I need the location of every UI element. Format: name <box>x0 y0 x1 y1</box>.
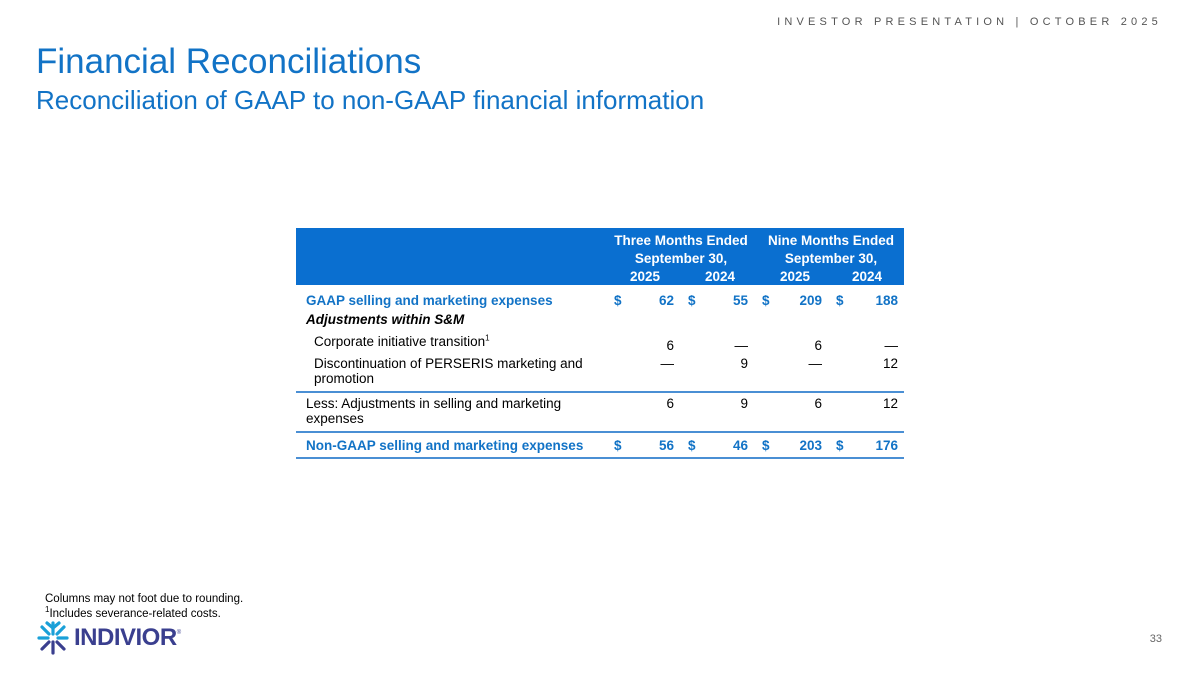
cell-value: 62 <box>658 293 674 308</box>
dollar-sign: $ <box>614 438 622 453</box>
indivior-logo: INDIVIOR ® <box>36 620 181 656</box>
table-row-perseris: Discontinuation of PERSERIS marketing an… <box>296 356 904 391</box>
table-row-gaap: GAAP selling and marketing expenses $62 … <box>296 293 904 312</box>
year-header: 2024 <box>851 269 883 284</box>
page-title: Financial Reconciliations <box>36 42 422 81</box>
cell-value: 9 <box>740 356 748 371</box>
dollar-sign: $ <box>762 293 770 308</box>
row-label: GAAP selling and marketing expenses <box>306 293 553 308</box>
cell-value: 176 <box>875 438 898 453</box>
row-label: Adjustments within S&M <box>306 312 465 327</box>
dollar-sign: $ <box>836 293 844 308</box>
cell-value: 6 <box>666 338 674 353</box>
group-line: Nine Months Ended <box>768 233 894 248</box>
year-header: 2025 <box>779 269 811 284</box>
cell-value: — <box>660 356 675 371</box>
table-header: Three Months Ended September 30, Nine Mo… <box>296 228 904 285</box>
cell-value: 46 <box>732 438 748 453</box>
label-text: Corporate initiative transition <box>314 334 486 349</box>
row-label: Less: Adjustments in selling and marketi… <box>306 396 562 426</box>
row-label: Discontinuation of PERSERIS marketing an… <box>314 356 583 386</box>
three-months-header: Three Months Ended September 30, <box>606 232 756 268</box>
page-number: 33 <box>1149 633 1162 645</box>
footnote-ref: 1 <box>485 333 490 343</box>
cell-value: 209 <box>799 293 822 308</box>
cell-value: — <box>884 338 899 353</box>
logo-wordmark: INDIVIOR <box>74 624 177 651</box>
cell-value: 56 <box>658 438 674 453</box>
dollar-sign: $ <box>836 438 844 453</box>
dollar-sign: $ <box>762 438 770 453</box>
cell-value: 12 <box>882 356 898 371</box>
dollar-sign: $ <box>688 293 696 308</box>
cell-value: — <box>734 338 749 353</box>
footnotes: Columns may not foot due to rounding. 1I… <box>45 592 243 622</box>
cell-value: 203 <box>799 438 822 453</box>
group-line: September 30, <box>784 251 878 266</box>
cell-value: 55 <box>732 293 748 308</box>
reconciliation-table: Three Months Ended September 30, Nine Mo… <box>296 228 904 459</box>
dollar-sign: $ <box>614 293 622 308</box>
nine-months-header: Nine Months Ended September 30, <box>756 232 906 268</box>
cell-value: 6 <box>814 396 822 411</box>
footnote-rounding: Columns may not foot due to rounding. <box>45 593 244 605</box>
footnote-text: Includes severance-related costs. <box>49 608 221 620</box>
table-row-corporate: Corporate initiative transition1 6 — 6 — <box>296 332 904 356</box>
snowflake-logo-icon <box>37 621 69 655</box>
dollar-sign: $ <box>688 438 696 453</box>
year-header: 2025 <box>629 269 661 284</box>
table-row-non-gaap: Non-GAAP selling and marketing expenses … <box>296 431 904 459</box>
row-label: Corporate initiative transition1 <box>296 334 606 349</box>
year-header: 2024 <box>704 269 736 284</box>
table-row-less-adjustments: Less: Adjustments in selling and marketi… <box>296 391 904 431</box>
cell-value: 9 <box>740 396 748 411</box>
footnote-marker: 1 <box>45 605 50 615</box>
footnote-1: 1Includes severance-related costs. <box>45 605 243 622</box>
presentation-tagline: INVESTOR PRESENTATION | OCTOBER 2025 <box>777 16 1162 28</box>
cell-value: — <box>808 356 823 371</box>
cell-value: 12 <box>882 396 898 411</box>
page-subtitle: Reconciliation of GAAP to non-GAAP finan… <box>36 85 705 115</box>
cell-value: 6 <box>814 338 822 353</box>
group-line: September 30, <box>634 251 728 266</box>
cell-value: 6 <box>666 396 674 411</box>
group-line: Three Months Ended <box>614 233 748 248</box>
cell-value: 188 <box>875 293 898 308</box>
table-row-adjustments-heading: Adjustments within S&M <box>296 312 904 332</box>
row-label: Non-GAAP selling and marketing expenses <box>306 438 584 453</box>
